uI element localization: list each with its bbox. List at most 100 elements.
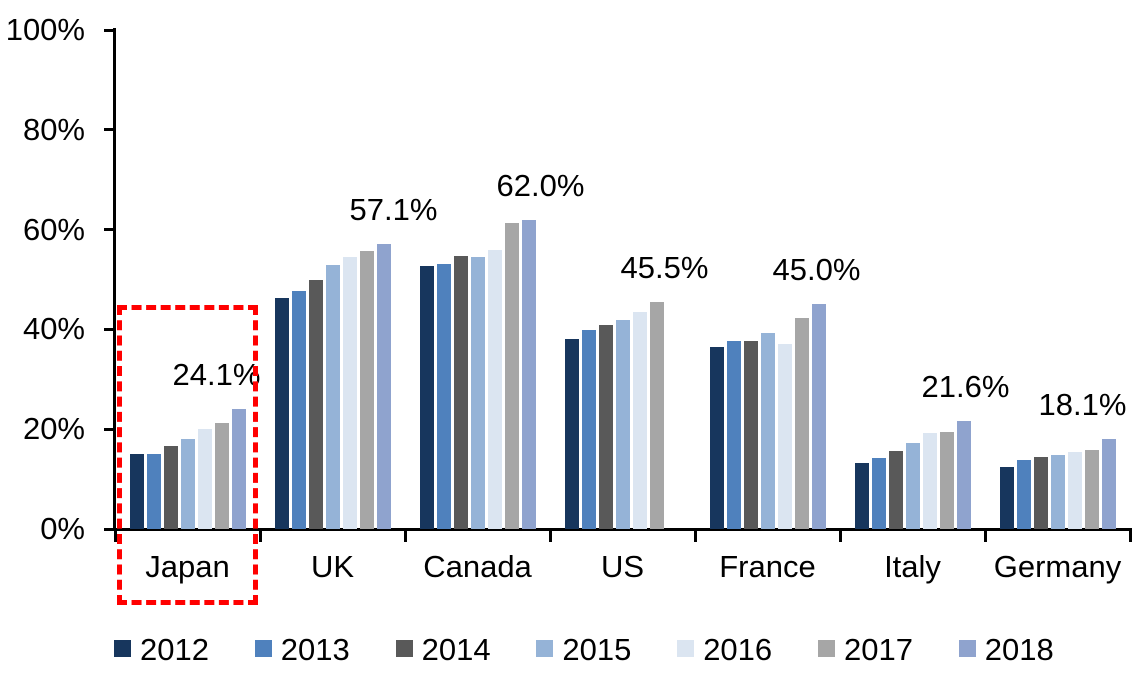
bar-germany-2013 [1016, 459, 1031, 529]
bar-japan-2014 [163, 445, 178, 529]
value-label-uk: 57.1% [349, 192, 438, 228]
bar-italy-2017 [939, 431, 954, 529]
value-label-us: 45.5% [620, 249, 709, 285]
y-tick-60 [104, 228, 115, 232]
x-tick-2 [403, 529, 407, 542]
bar-canada-2013 [436, 263, 451, 529]
bar-us-2017 [649, 301, 664, 529]
bar-italy-2013 [871, 457, 886, 529]
x-tick-4 [693, 529, 697, 542]
y-tick-100 [104, 28, 115, 32]
bar-japan-2016 [197, 429, 212, 529]
legend-item-2016: 2016 [677, 633, 772, 667]
y-tick-label-0: 0% [40, 511, 85, 546]
y-tick-40 [104, 327, 115, 331]
category-label-germany: Germany [993, 549, 1122, 584]
bar-canada-2012 [419, 266, 434, 529]
bar-france-2016 [777, 343, 792, 529]
y-axis-line [113, 28, 116, 531]
bar-france-2017 [794, 318, 809, 529]
bar-us-2016 [632, 312, 647, 529]
x-tick-0 [113, 529, 117, 542]
value-label-canada: 62.0% [496, 167, 585, 203]
bar-japan-2012 [129, 454, 144, 529]
legend-item-2015: 2015 [536, 633, 631, 667]
bar-uk-2016 [342, 256, 357, 529]
category-label-us: US [600, 549, 645, 584]
bar-canada-2016 [487, 250, 502, 529]
y-tick-label-20: 20% [22, 411, 85, 447]
legend-label-2017: 2017 [844, 632, 913, 667]
x-tick-7 [1128, 529, 1132, 542]
category-label-france: France [719, 549, 816, 584]
legend-item-2012: 2012 [114, 633, 209, 667]
category-label-japan: Japan [145, 549, 230, 584]
legend-label-2016: 2016 [703, 632, 773, 667]
bar-italy-2018 [956, 421, 971, 529]
y-tick-label-80: 80% [22, 111, 85, 147]
bar-france-2015 [760, 333, 775, 529]
value-label-germany: 18.1% [1038, 386, 1127, 422]
bar-canada-2018 [521, 219, 536, 529]
bar-germany-2014 [1033, 457, 1048, 529]
bar-japan-2013 [146, 453, 161, 529]
bar-uk-2014 [308, 279, 323, 529]
x-tick-3 [548, 529, 552, 542]
bar-germany-2017 [1084, 449, 1099, 529]
bar-canada-2014 [453, 256, 468, 529]
bar-us-2012 [564, 338, 579, 529]
legend-swatch-2017 [818, 640, 835, 657]
value-label-france: 45.0% [772, 252, 861, 288]
bar-italy-2016 [922, 432, 937, 529]
bar-france-2018 [811, 304, 826, 529]
category-label-italy: Italy [884, 549, 941, 584]
highlight-box-japan [117, 305, 258, 605]
x-tick-1 [258, 529, 262, 542]
bar-uk-2018 [376, 244, 391, 529]
legend-swatch-2016 [677, 640, 695, 657]
legend-swatch-2015 [536, 640, 554, 657]
legend-label-2015: 2015 [562, 632, 632, 667]
legend-label-2012: 2012 [140, 632, 209, 667]
bar-us-2015 [615, 319, 630, 529]
y-tick-label-60: 60% [22, 211, 85, 247]
bar-germany-2016 [1067, 451, 1082, 529]
legend-item-2014: 2014 [395, 632, 491, 667]
y-tick-label-40: 40% [22, 311, 85, 347]
bar-us-2013 [581, 329, 596, 529]
category-label-uk: UK [310, 549, 355, 584]
value-label-italy: 21.6% [921, 369, 1010, 405]
legend-label-2014: 2014 [421, 632, 491, 667]
bar-france-2014 [743, 341, 758, 529]
bar-uk-2013 [291, 290, 306, 529]
y-tick-20 [104, 427, 115, 431]
bar-canada-2017 [504, 222, 519, 529]
x-axis-line [113, 528, 1132, 531]
legend-label-2018: 2018 [984, 632, 1054, 667]
bar-japan-2017 [214, 422, 229, 529]
legend-item-2017: 2017 [818, 633, 913, 667]
x-tick-5 [838, 529, 842, 542]
legend-swatch-2018 [958, 640, 976, 657]
bar-canada-2015 [470, 257, 485, 529]
legend-swatch-2012 [114, 640, 131, 657]
category-label-canada: Canada [423, 549, 532, 584]
legend-label-2013: 2013 [280, 632, 350, 667]
bar-uk-2015 [325, 264, 340, 529]
bar-japan-2018 [231, 408, 246, 529]
y-tick-80 [104, 128, 115, 132]
y-tick-label-100: 100% [5, 12, 85, 47]
bar-uk-2012 [274, 298, 289, 529]
bar-japan-2015 [180, 438, 195, 529]
x-tick-6 [983, 529, 987, 542]
bar-germany-2015 [1050, 455, 1065, 529]
bar-us-2014 [598, 324, 613, 529]
bar-france-2013 [726, 341, 741, 529]
bar-uk-2017 [359, 251, 374, 529]
y-tick-0 [104, 527, 115, 531]
legend-swatch-2014 [395, 640, 413, 657]
bar-italy-2015 [905, 443, 920, 529]
value-label-japan: 24.1% [172, 356, 261, 392]
bar-italy-2014 [888, 450, 903, 529]
